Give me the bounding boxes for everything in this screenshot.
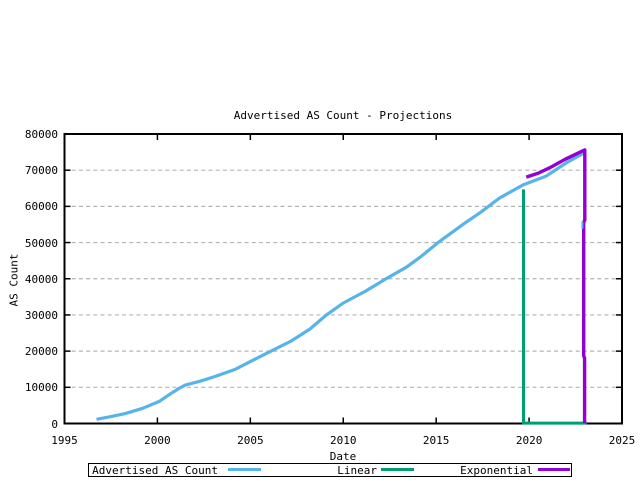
x-tick-label: 2020 <box>515 434 543 447</box>
y-tick-label: 0 <box>51 417 58 431</box>
y-tick-label: 50000 <box>24 236 58 250</box>
x-tick-label: 2005 <box>237 434 264 447</box>
x-axis-label: Date <box>329 450 357 463</box>
y-tick-label: 20000 <box>24 345 58 359</box>
legend-label-linear: Linear <box>337 464 377 477</box>
x-tick-label: 2015 <box>422 434 450 447</box>
y-tick-label: 30000 <box>24 308 58 322</box>
legend-line-sample-exponential <box>538 468 570 471</box>
legend-label-advertised-as-count: Advertised AS Count <box>92 464 218 477</box>
plot-border <box>63 133 623 425</box>
series-linear <box>522 189 587 425</box>
legend-label-exponential: Exponential <box>460 464 533 477</box>
legend-line-sample-advertised <box>228 468 261 471</box>
x-tick-label: 1995 <box>51 434 78 447</box>
y-tick-label: 70000 <box>24 164 58 178</box>
x-tick-label: 2000 <box>144 434 171 447</box>
y-tick-label: 10000 <box>24 381 58 395</box>
series-advertised-as-count <box>96 151 586 421</box>
x-tick-label: 2010 <box>330 434 357 447</box>
legend-line-sample-linear <box>381 468 414 471</box>
y-tick-label: 80000 <box>24 128 58 141</box>
y-tick-label: 60000 <box>24 200 58 214</box>
chart-title: Advertised AS Count - Projections <box>233 109 453 122</box>
legend-box <box>88 463 572 477</box>
x-tick-label: 2025 <box>608 434 636 447</box>
y-tick-label: 40000 <box>24 272 58 286</box>
series-exponential <box>525 148 587 424</box>
